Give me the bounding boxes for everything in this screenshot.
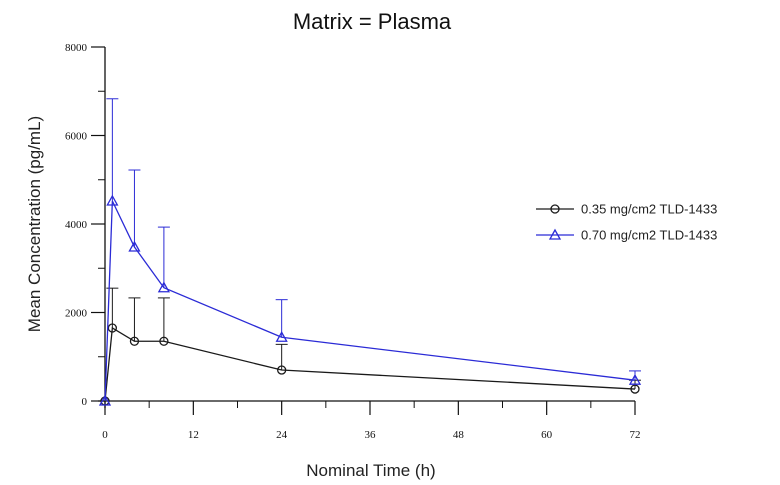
legend-item-2: 0.70 mg/cm2 TLD-1433 <box>536 228 717 243</box>
x-tick-label: 48 <box>453 429 465 441</box>
series-line <box>104 326 636 402</box>
x-tick-label: 36 <box>365 429 377 441</box>
x-tick-label: 24 <box>276 429 288 441</box>
series-2 <box>98 98 642 406</box>
series-line <box>104 200 636 402</box>
legend-label: 0.70 mg/cm2 TLD-1433 <box>581 228 717 243</box>
x-tick-label: 60 <box>541 429 553 441</box>
chart-title: Matrix = Plasma <box>293 9 452 34</box>
data-point <box>129 336 140 346</box>
legend-marker <box>550 204 560 214</box>
y-tick-label: 4000 <box>65 219 88 231</box>
data-point <box>630 384 640 394</box>
data-point <box>157 281 170 293</box>
y-tick-label: 2000 <box>65 308 88 320</box>
legend-marker <box>548 228 562 240</box>
data-point <box>277 365 287 375</box>
data-point <box>159 336 169 346</box>
y-axis-label: Mean Concentration (pg/mL) <box>25 116 44 332</box>
x-axis-label: Nominal Time (h) <box>306 461 435 480</box>
y-tick-label: 8000 <box>65 42 88 54</box>
legend-item-1: 0.35 mg/cm2 TLD-1433 <box>536 202 717 217</box>
axes: 0 2000 4000 6000 8000 0 12 24 36 48 60 72 <box>65 42 641 441</box>
data-point <box>275 330 288 342</box>
legend-label: 0.35 mg/cm2 TLD-1433 <box>581 202 717 217</box>
data-point <box>628 373 642 385</box>
data-point <box>107 323 118 333</box>
plot-area <box>98 98 642 406</box>
x-tick-label: 72 <box>630 429 641 441</box>
x-tick-label: 12 <box>188 429 199 441</box>
y-tick-label: 6000 <box>65 131 88 143</box>
x-tick-label: 0 <box>102 429 108 441</box>
data-point <box>98 394 112 406</box>
data-point <box>128 240 141 252</box>
data-point <box>106 194 119 206</box>
legend: 0.35 mg/cm2 TLD-1433 0.70 mg/cm2 TLD-1433 <box>536 202 717 243</box>
series-1 <box>100 287 641 406</box>
y-tick-label: 0 <box>82 396 88 408</box>
